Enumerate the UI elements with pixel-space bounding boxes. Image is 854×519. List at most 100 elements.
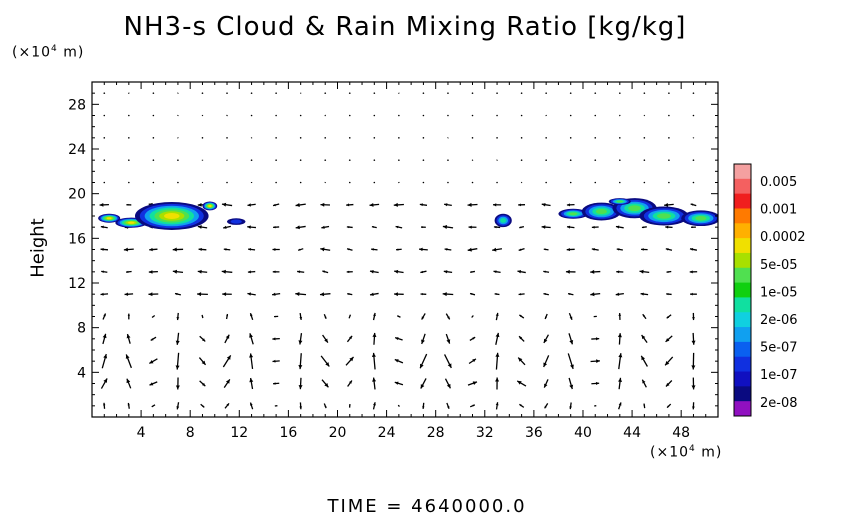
wind-vector [668, 137, 670, 139]
wind-vector [295, 225, 306, 230]
wind-vector [668, 181, 670, 184]
wind-vector [128, 159, 130, 161]
wind-vector [618, 114, 621, 117]
wind-vector [100, 225, 108, 229]
wind-vector [198, 357, 207, 366]
wind-vector [249, 353, 254, 369]
wind-vector [665, 225, 673, 229]
wind-vector [177, 159, 179, 161]
wind-vector [469, 336, 476, 342]
x-tick-label: 12 [230, 425, 248, 441]
wind-vector [420, 378, 427, 389]
x-tick-label: 16 [279, 425, 297, 441]
wind-vector [297, 248, 304, 251]
wind-vector [373, 181, 376, 184]
wind-vector [103, 181, 106, 184]
wind-vector [468, 358, 477, 365]
wind-vector [322, 334, 329, 344]
wind-vector [594, 405, 597, 407]
wind-vector [371, 352, 376, 370]
wind-vector [496, 137, 498, 139]
wind-vector [100, 292, 109, 296]
wind-vector [249, 312, 254, 321]
wind-vector [664, 203, 674, 207]
wind-vector [324, 137, 327, 139]
wind-vector [323, 403, 327, 409]
wind-vector [272, 248, 280, 251]
wind-vector [151, 404, 156, 408]
wind-vector [152, 181, 155, 184]
wind-vector [594, 137, 597, 139]
wind-vector [299, 114, 302, 117]
wind-vector [373, 92, 376, 94]
colorbar-segment [734, 297, 751, 313]
wind-vector [517, 270, 526, 274]
wind-vector [568, 377, 574, 390]
wind-vector [348, 114, 351, 117]
wind-vector [496, 159, 498, 161]
wind-vector [394, 381, 404, 386]
wind-vector [221, 202, 233, 207]
wind-vector [373, 114, 376, 117]
wind-vector [519, 403, 525, 408]
wind-vector [422, 181, 425, 184]
colorbar-label: 1e-05 [760, 285, 798, 300]
wind-vector [495, 332, 500, 345]
wind-vector [346, 270, 353, 274]
wind-vector [569, 181, 572, 184]
wind-vector [467, 202, 478, 207]
wind-vector [517, 357, 526, 366]
wind-vector [176, 312, 180, 321]
wind-vector [101, 353, 108, 369]
wind-vector [369, 203, 380, 207]
x-tick-label: 4 [137, 425, 146, 441]
wind-vector [371, 248, 378, 251]
wind-vector [148, 292, 159, 297]
wind-vector [298, 333, 303, 345]
wind-vector [223, 378, 231, 389]
chart-title: NH3-s Cloud & Rain Mixing Ratio [kg/kg] [123, 12, 687, 42]
wind-vector [250, 92, 253, 94]
wind-vector [398, 181, 400, 184]
wind-vector [618, 313, 622, 320]
wind-vector [100, 247, 109, 251]
wind-vector [494, 293, 500, 296]
wind-vector [128, 181, 130, 184]
wind-vector [665, 248, 673, 251]
wind-vector [443, 270, 453, 274]
wind-vector [128, 137, 130, 139]
wind-vector [124, 292, 134, 296]
wind-vector [664, 356, 674, 366]
wind-vector [422, 159, 425, 161]
cloud-region [558, 198, 718, 227]
wind-vector [541, 202, 551, 207]
wind-vector [174, 292, 181, 296]
colorbar-segment [734, 341, 751, 358]
wind-vector [152, 114, 155, 117]
cloud-region [494, 213, 512, 228]
wind-vector [619, 181, 621, 184]
wind-vector [471, 315, 474, 318]
wind-vector [691, 332, 696, 345]
wind-vector [543, 248, 549, 251]
wind-vector [615, 225, 624, 229]
wind-vector [125, 270, 132, 274]
wind-vector [275, 159, 277, 161]
wind-vector [272, 382, 280, 385]
wind-vector [568, 333, 574, 345]
wind-vector [103, 114, 106, 117]
colorbar-segment [734, 327, 751, 343]
cloud-region [98, 201, 218, 230]
wind-vector [666, 314, 672, 319]
wind-vector [469, 292, 476, 296]
wind-vector [566, 203, 575, 207]
wind-vector [103, 159, 106, 161]
wind-vector [272, 359, 280, 363]
wind-vector [591, 225, 599, 229]
wind-vector [643, 92, 646, 94]
y-tick-label: 4 [77, 365, 86, 381]
wind-vector [225, 313, 229, 320]
wind-vector [469, 404, 476, 408]
wind-vector [690, 203, 697, 207]
wind-vector [346, 225, 353, 229]
